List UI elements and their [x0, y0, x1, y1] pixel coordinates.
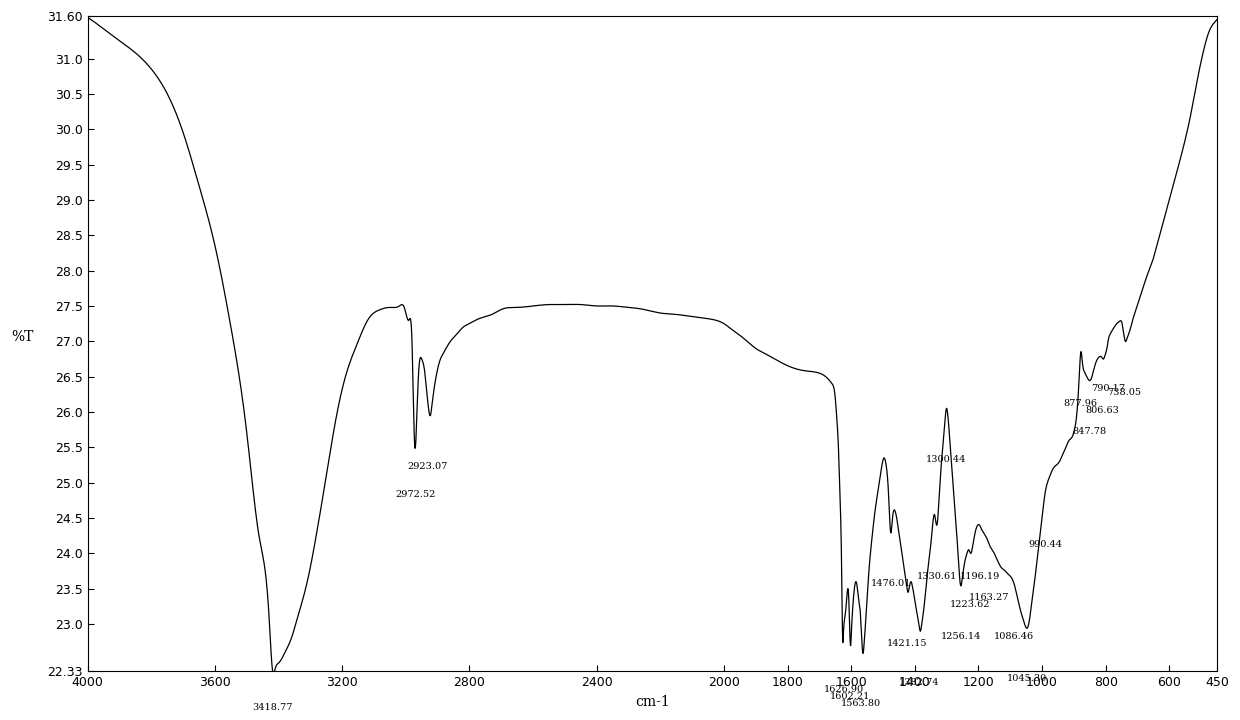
Text: 1163.27: 1163.27: [968, 593, 1009, 602]
Text: 2923.07: 2923.07: [408, 462, 448, 471]
Text: 1563.80: 1563.80: [841, 699, 882, 708]
Text: 1196.19: 1196.19: [960, 572, 999, 581]
Text: 1086.46: 1086.46: [993, 632, 1034, 641]
Y-axis label: %T: %T: [11, 330, 33, 343]
Text: 1476.01: 1476.01: [870, 579, 911, 588]
X-axis label: cm-1: cm-1: [635, 695, 670, 709]
Text: 1256.14: 1256.14: [941, 632, 982, 641]
Text: 1300.44: 1300.44: [926, 455, 967, 464]
Text: 1045.30: 1045.30: [1007, 675, 1047, 683]
Text: 790.17: 790.17: [1091, 384, 1125, 393]
Text: 877.96: 877.96: [1064, 399, 1097, 408]
Text: 990.44: 990.44: [1028, 540, 1061, 549]
Text: 1223.62: 1223.62: [950, 600, 991, 609]
Text: 1602.21: 1602.21: [830, 692, 870, 701]
Text: 3418.77: 3418.77: [253, 703, 293, 711]
Text: 2972.52: 2972.52: [396, 490, 435, 500]
Text: 738.05: 738.05: [1107, 388, 1142, 397]
Text: 1626.90: 1626.90: [825, 685, 864, 694]
Text: 1421.15: 1421.15: [887, 639, 928, 648]
Text: 847.78: 847.78: [1073, 427, 1106, 436]
Text: 1330.61: 1330.61: [916, 572, 957, 581]
Text: 1382.74: 1382.74: [899, 678, 940, 687]
Text: 806.63: 806.63: [1086, 405, 1120, 415]
